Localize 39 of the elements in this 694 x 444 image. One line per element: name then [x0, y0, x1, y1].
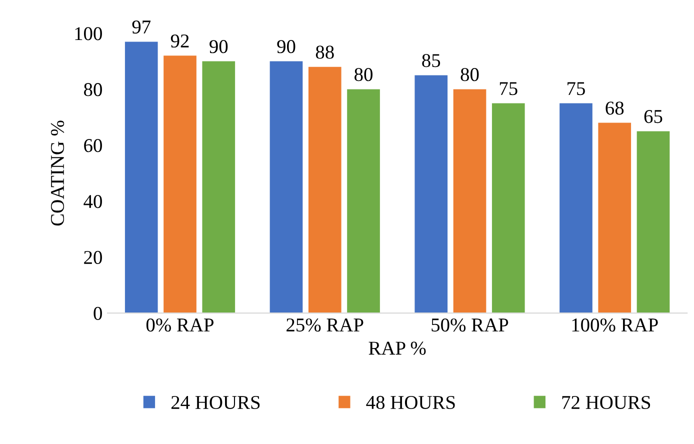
legend-label: 48 HOURS	[366, 396, 455, 410]
data-label: 88	[316, 46, 334, 59]
data-label: 90	[277, 40, 296, 54]
data-label: 90	[210, 40, 228, 54]
y-tick-label: 80	[84, 83, 102, 96]
bar	[124, 42, 158, 314]
y-tick-label: 0	[94, 306, 102, 320]
data-label: 92	[170, 34, 189, 48]
data-label: 85	[422, 54, 440, 68]
bar	[164, 56, 196, 314]
bar	[308, 66, 342, 314]
y-tick-label: 100	[75, 27, 102, 40]
x-tick-label: 0% RAP	[146, 318, 214, 332]
data-label: 75	[568, 82, 585, 96]
data-label: 75	[500, 82, 518, 96]
bar	[414, 75, 448, 314]
bar	[636, 131, 670, 314]
bar	[202, 61, 236, 314]
x-axis-title: RAP %	[368, 342, 426, 355]
data-label: 68	[606, 102, 624, 115]
legend-label: 24 HOURS	[171, 396, 260, 410]
bar	[453, 89, 486, 314]
y-tick-label: 40	[84, 194, 102, 208]
x-tick-label: 25% RAP	[286, 318, 364, 332]
bar	[347, 89, 380, 314]
y-tick-label: 60	[84, 139, 102, 152]
x-tick-label: 50% RAP	[432, 318, 508, 332]
data-label: 65	[644, 110, 662, 124]
legend-label: 72 HOURS	[562, 396, 650, 410]
y-tick-label: 20	[84, 250, 102, 264]
bar	[560, 103, 592, 314]
data-label: 80	[460, 68, 479, 82]
data-label: 97	[132, 20, 151, 34]
x-tick-label: 100% RAP	[572, 318, 658, 332]
data-label: 80	[354, 68, 372, 82]
bar	[492, 103, 525, 314]
bar	[270, 61, 303, 314]
bar	[598, 122, 632, 314]
y-axis-title: COATING %	[50, 120, 64, 226]
